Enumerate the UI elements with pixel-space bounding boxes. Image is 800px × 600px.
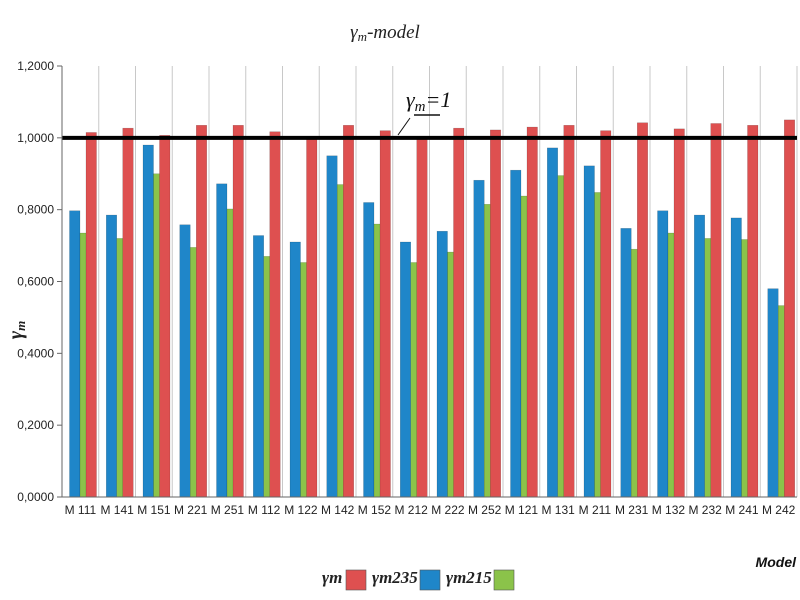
legend-label-gm235: γm235 bbox=[372, 568, 418, 587]
legend: γm γm235 γm215 bbox=[322, 568, 515, 591]
bar-m235-m252 bbox=[473, 179, 485, 498]
bar-m235-m151 bbox=[142, 144, 154, 498]
bar-m235-m242 bbox=[767, 288, 779, 498]
x-tick-label: M 222 bbox=[431, 503, 465, 517]
bar-m235-m231 bbox=[620, 228, 632, 498]
x-tick-label: M 251 bbox=[211, 503, 245, 517]
reference-label-leader bbox=[397, 117, 411, 136]
axes: 0,0000 0,2000 0,4000 0,6000 0,8000 1,0000 1,20… bbox=[17, 59, 797, 517]
x-tick-label: M 132 bbox=[652, 503, 686, 517]
bar-m-m251 bbox=[232, 125, 244, 498]
y-tick-label: 0,6000 bbox=[17, 275, 54, 289]
bar-m235-m131 bbox=[547, 147, 558, 498]
bar-m-m142 bbox=[343, 125, 354, 498]
bar-m235-m142 bbox=[326, 155, 338, 498]
x-tick-label: M 111 bbox=[65, 503, 97, 517]
x-tick-label: M 252 bbox=[468, 503, 502, 517]
bar-m-m112 bbox=[269, 131, 281, 498]
y-tick-label: 0,2000 bbox=[17, 418, 54, 432]
x-tick-label: M 122 bbox=[284, 503, 318, 517]
y-axis-label: γm bbox=[5, 321, 28, 339]
bar-m-m221 bbox=[196, 125, 207, 498]
x-tick-label: M 242 bbox=[762, 503, 796, 517]
y-tick-label: 0,0000 bbox=[17, 490, 54, 504]
x-tick-label: M 112 bbox=[248, 503, 281, 517]
x-axis-label: Model bbox=[756, 554, 798, 570]
bar-m-m232 bbox=[710, 123, 722, 498]
bar-m-m111 bbox=[85, 132, 97, 498]
x-tick-label: M 232 bbox=[688, 503, 722, 517]
bar-m235-m212 bbox=[400, 241, 411, 498]
y-tick-label: 0,8000 bbox=[17, 203, 54, 217]
y-tick-label: 0,4000 bbox=[17, 346, 54, 360]
y-tick-label: 1,0000 bbox=[17, 131, 54, 145]
bar-m235-m211 bbox=[583, 165, 595, 498]
bar-m235-m122 bbox=[289, 241, 301, 498]
bar-m-m252 bbox=[490, 129, 501, 498]
chart-title: γm-model bbox=[350, 22, 420, 44]
x-tick-label: M 142 bbox=[321, 503, 355, 517]
x-tick-label: M 141 bbox=[100, 503, 134, 517]
bar-m-m151 bbox=[159, 135, 171, 498]
bar-m235-m221 bbox=[179, 224, 191, 498]
x-tick-label: M 231 bbox=[615, 503, 649, 517]
bar-m235-m222 bbox=[436, 230, 448, 498]
x-tick-label: M 152 bbox=[358, 503, 392, 517]
y-tick-label: 1,2000 bbox=[17, 59, 54, 73]
x-tick-label: M 211 bbox=[579, 503, 612, 517]
bar-m235-m112 bbox=[253, 235, 264, 498]
legend-swatch-gm bbox=[345, 569, 367, 591]
bar-m235-m152 bbox=[363, 202, 375, 498]
legend-swatch-gm235 bbox=[419, 569, 441, 591]
bar-m-m152 bbox=[379, 130, 391, 498]
bar-m-m212 bbox=[416, 137, 428, 498]
bars bbox=[69, 119, 795, 498]
bar-m-m242 bbox=[784, 119, 795, 498]
grid bbox=[61, 66, 798, 497]
bar-m235-m241 bbox=[730, 217, 742, 498]
legend-label-gm215: γm215 bbox=[446, 568, 492, 587]
x-tick-label: M 131 bbox=[541, 503, 575, 517]
bar-m235-m251 bbox=[216, 183, 228, 498]
legend-swatch-gm215 bbox=[493, 569, 515, 591]
bar-m235-m232 bbox=[694, 214, 705, 498]
x-tick-label: M 241 bbox=[725, 503, 759, 517]
bar-m235-m121 bbox=[510, 169, 522, 498]
bar-m-m222 bbox=[453, 127, 465, 498]
bar-m-m131 bbox=[563, 125, 575, 498]
bar-m-m211 bbox=[600, 130, 612, 498]
bar-m-m141 bbox=[122, 127, 134, 498]
bar-m-m132 bbox=[673, 128, 685, 498]
x-tick-label: M 221 bbox=[174, 503, 208, 517]
bar-m-m122 bbox=[306, 137, 318, 498]
legend-label-gm: γm bbox=[322, 568, 342, 587]
bar-m235-m111 bbox=[69, 210, 81, 498]
bar-m-m241 bbox=[747, 125, 759, 498]
x-tick-label: M 212 bbox=[394, 503, 428, 517]
x-tick-label: M 121 bbox=[505, 503, 539, 517]
bar-m-m231 bbox=[637, 122, 648, 498]
bar-m235-m141 bbox=[106, 214, 117, 498]
reference-line-label: γm=1 bbox=[406, 87, 451, 115]
bar-m-m121 bbox=[526, 126, 538, 498]
x-tick-label: M 151 bbox=[137, 503, 171, 517]
bar-m235-m132 bbox=[657, 210, 669, 498]
